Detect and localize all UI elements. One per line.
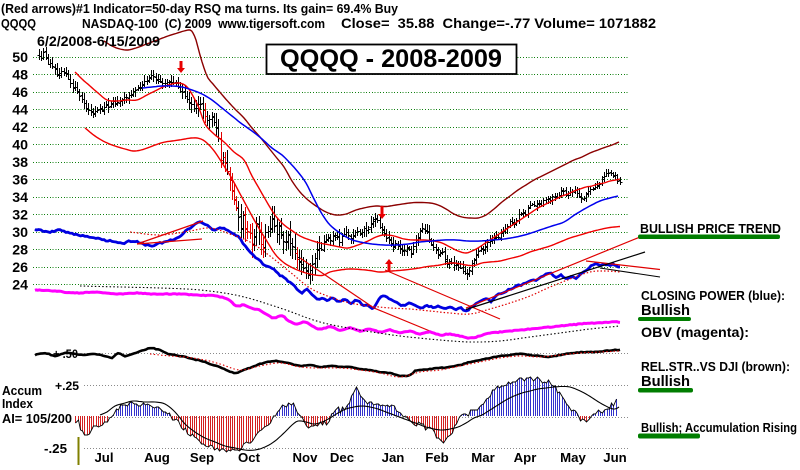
svg-text:44: 44: [12, 103, 28, 119]
svg-text:40: 40: [12, 138, 28, 154]
svg-text:Apr: Apr: [514, 450, 537, 465]
svg-text:Oct: Oct: [238, 450, 261, 465]
svg-text:Feb: Feb: [425, 450, 448, 465]
svg-text:Aug: Aug: [144, 450, 170, 465]
svg-text:BULLISH PRICE TREND: BULLISH PRICE TREND: [640, 221, 781, 236]
svg-text:26: 26: [12, 260, 28, 276]
svg-text:Bullish; Accumulation Rising: Bullish; Accumulation Rising: [641, 420, 797, 435]
svg-text:30: 30: [12, 225, 28, 241]
svg-text:QQQQ: QQQQ: [1, 17, 36, 31]
svg-text:May: May: [560, 450, 586, 465]
svg-text:CLOSING POWER (blue):: CLOSING POWER (blue):: [641, 288, 785, 303]
svg-text:42: 42: [12, 120, 28, 136]
svg-text:24: 24: [12, 278, 28, 294]
svg-text:Close= 35.88 Change=-.77 Vol: Close= 35.88 Change=-.77 Volume= 1071882: [341, 16, 656, 32]
svg-text:QQQQ - 2008-2009: QQQQ - 2008-2009: [280, 45, 502, 73]
svg-text:Jul: Jul: [94, 450, 113, 465]
svg-text:Bullish: Bullish: [641, 373, 690, 390]
svg-text:Nov: Nov: [293, 450, 319, 465]
svg-text:50: 50: [12, 50, 28, 66]
svg-text:(Red arrows)#1 Indicator=50-da: (Red arrows)#1 Indicator=50-day RSQ ma t…: [1, 1, 399, 16]
svg-text:Sep: Sep: [190, 450, 214, 465]
svg-text:Bullish: Bullish: [641, 302, 690, 319]
svg-text:+.25: +.25: [55, 379, 79, 393]
svg-text:Index: Index: [2, 396, 34, 411]
svg-text:6/2/2008-6/15/2009: 6/2/2008-6/15/2009: [37, 33, 160, 49]
svg-text:Accum: Accum: [2, 383, 42, 398]
svg-text:NASDAQ-100 (C) 2009 www.tige: NASDAQ-100 (C) 2009 www.tigersoft.com: [82, 16, 325, 31]
svg-text:Jan: Jan: [382, 450, 405, 465]
svg-text:28: 28: [12, 243, 28, 259]
svg-text:32: 32: [12, 208, 28, 224]
svg-text:REL.STR..VS DJI (brown):: REL.STR..VS DJI (brown):: [641, 359, 790, 374]
svg-text:+ .50: + .50: [53, 347, 78, 361]
svg-text:AI= 105/200: AI= 105/200: [2, 411, 72, 426]
svg-text:OBV (magenta):: OBV (magenta):: [641, 325, 749, 340]
svg-text:Mar: Mar: [471, 450, 494, 465]
svg-text:48: 48: [12, 68, 28, 84]
svg-text:-.25: -.25: [44, 441, 67, 456]
svg-text:38: 38: [12, 155, 28, 171]
svg-text:46: 46: [12, 85, 28, 101]
svg-text:Jun: Jun: [603, 450, 626, 465]
svg-text:Dec: Dec: [330, 450, 354, 465]
svg-text:34: 34: [12, 190, 28, 206]
svg-text:36: 36: [12, 173, 28, 189]
